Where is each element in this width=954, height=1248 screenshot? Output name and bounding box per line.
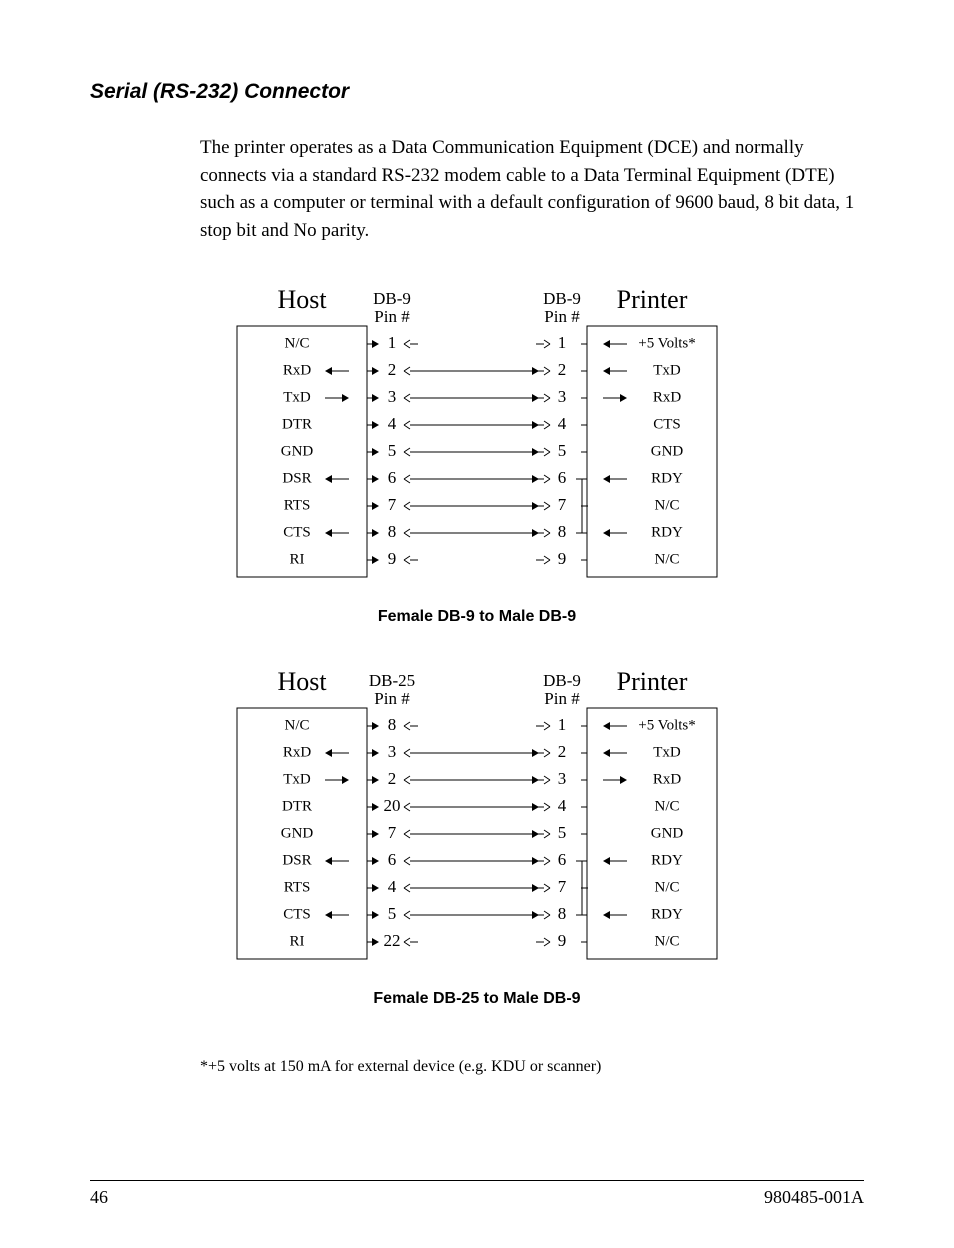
svg-text:6: 6 — [388, 850, 397, 869]
footnote-text: *+5 volts at 150 mA for external device … — [200, 1058, 864, 1076]
svg-text:7: 7 — [388, 495, 397, 514]
svg-text:6: 6 — [558, 468, 567, 487]
diagram-2-caption: Female DB-25 to Male DB-9 — [90, 990, 864, 1008]
diagram-1-container: HostPrinterDB-9Pin #DB-9Pin #N/C11+5 Vol… — [90, 284, 864, 626]
svg-text:N/C: N/C — [284, 718, 309, 734]
svg-text:Printer: Printer — [617, 285, 688, 314]
svg-text:9: 9 — [558, 931, 567, 950]
svg-text:RxD: RxD — [653, 772, 682, 788]
svg-text:3: 3 — [388, 387, 397, 406]
pinout-diagram-db25-db9: HostPrinterDB-25Pin #DB-9Pin #N/C81+5 Vo… — [227, 666, 727, 982]
svg-text:6: 6 — [558, 850, 567, 869]
svg-text:5: 5 — [558, 823, 567, 842]
svg-text:2: 2 — [558, 360, 567, 379]
document-number: 980485-001A — [764, 1187, 864, 1208]
svg-text:DB-9: DB-9 — [543, 671, 581, 690]
svg-text:Host: Host — [277, 667, 327, 696]
svg-text:6: 6 — [388, 468, 397, 487]
svg-text:5: 5 — [388, 904, 397, 923]
svg-text:Pin #: Pin # — [374, 689, 410, 708]
svg-text:9: 9 — [388, 549, 397, 568]
svg-text:Pin #: Pin # — [374, 307, 410, 326]
svg-text:DSR: DSR — [282, 853, 311, 869]
svg-text:GND: GND — [281, 826, 314, 842]
svg-text:RTS: RTS — [284, 880, 311, 896]
svg-text:7: 7 — [388, 823, 397, 842]
svg-text:DTR: DTR — [282, 799, 312, 815]
svg-text:CTS: CTS — [283, 907, 311, 923]
svg-text:N/C: N/C — [654, 934, 679, 950]
svg-text:4: 4 — [558, 796, 567, 815]
svg-text:4: 4 — [388, 877, 397, 896]
svg-text:RTS: RTS — [284, 498, 311, 514]
svg-text:RI: RI — [290, 552, 305, 568]
svg-text:20: 20 — [384, 796, 401, 815]
page-number: 46 — [90, 1187, 108, 1208]
svg-text:3: 3 — [558, 387, 567, 406]
svg-text:3: 3 — [558, 769, 567, 788]
svg-text:DB-9: DB-9 — [373, 289, 411, 308]
svg-text:TxD: TxD — [283, 390, 311, 406]
svg-text:RDY: RDY — [651, 907, 683, 923]
svg-text:Pin #: Pin # — [544, 689, 580, 708]
diagram-1-caption: Female DB-9 to Male DB-9 — [90, 608, 864, 626]
svg-text:9: 9 — [558, 549, 567, 568]
svg-text:8: 8 — [388, 715, 397, 734]
svg-text:7: 7 — [558, 877, 567, 896]
pinout-diagram-db9-db9: HostPrinterDB-9Pin #DB-9Pin #N/C11+5 Vol… — [227, 284, 727, 600]
svg-text:3: 3 — [388, 742, 397, 761]
svg-text:GND: GND — [281, 444, 314, 460]
diagram-2-container: HostPrinterDB-25Pin #DB-9Pin #N/C81+5 Vo… — [90, 666, 864, 1008]
svg-text:RxD: RxD — [283, 745, 312, 761]
page-footer: 46 980485-001A — [90, 1180, 864, 1208]
svg-text:RDY: RDY — [651, 525, 683, 541]
svg-text:8: 8 — [388, 522, 397, 541]
svg-text:TxD: TxD — [283, 772, 311, 788]
section-title: Serial (RS-232) Connector — [90, 80, 864, 104]
svg-text:TxD: TxD — [653, 745, 681, 761]
svg-text:N/C: N/C — [284, 336, 309, 352]
svg-text:TxD: TxD — [653, 363, 681, 379]
svg-text:Pin #: Pin # — [544, 307, 580, 326]
svg-text:GND: GND — [651, 826, 684, 842]
svg-text:CTS: CTS — [283, 525, 311, 541]
svg-text:1: 1 — [558, 333, 567, 352]
svg-text:2: 2 — [388, 360, 397, 379]
svg-text:4: 4 — [558, 414, 567, 433]
svg-text:RxD: RxD — [283, 363, 312, 379]
svg-text:2: 2 — [558, 742, 567, 761]
svg-text:2: 2 — [388, 769, 397, 788]
svg-text:N/C: N/C — [654, 498, 679, 514]
svg-text:N/C: N/C — [654, 799, 679, 815]
svg-text:Printer: Printer — [617, 667, 688, 696]
svg-text:8: 8 — [558, 522, 567, 541]
svg-text:GND: GND — [651, 444, 684, 460]
svg-text:DB-25: DB-25 — [369, 671, 415, 690]
svg-text:4: 4 — [388, 414, 397, 433]
svg-text:DTR: DTR — [282, 417, 312, 433]
intro-paragraph: The printer operates as a Data Communica… — [200, 134, 864, 244]
svg-text:DB-9: DB-9 — [543, 289, 581, 308]
svg-text:5: 5 — [558, 441, 567, 460]
svg-text:RDY: RDY — [651, 853, 683, 869]
svg-text:1: 1 — [558, 715, 567, 734]
svg-text:5: 5 — [388, 441, 397, 460]
svg-text:RDY: RDY — [651, 471, 683, 487]
svg-text:8: 8 — [558, 904, 567, 923]
svg-text:Host: Host — [277, 285, 327, 314]
svg-text:N/C: N/C — [654, 552, 679, 568]
svg-text:RxD: RxD — [653, 390, 682, 406]
svg-text:7: 7 — [558, 495, 567, 514]
svg-text:CTS: CTS — [653, 417, 681, 433]
svg-text:1: 1 — [388, 333, 397, 352]
svg-text:N/C: N/C — [654, 880, 679, 896]
svg-text:22: 22 — [384, 931, 401, 950]
svg-text:+5 Volts*: +5 Volts* — [638, 336, 696, 352]
svg-text:RI: RI — [290, 934, 305, 950]
svg-text:DSR: DSR — [282, 471, 311, 487]
svg-text:+5 Volts*: +5 Volts* — [638, 718, 696, 734]
